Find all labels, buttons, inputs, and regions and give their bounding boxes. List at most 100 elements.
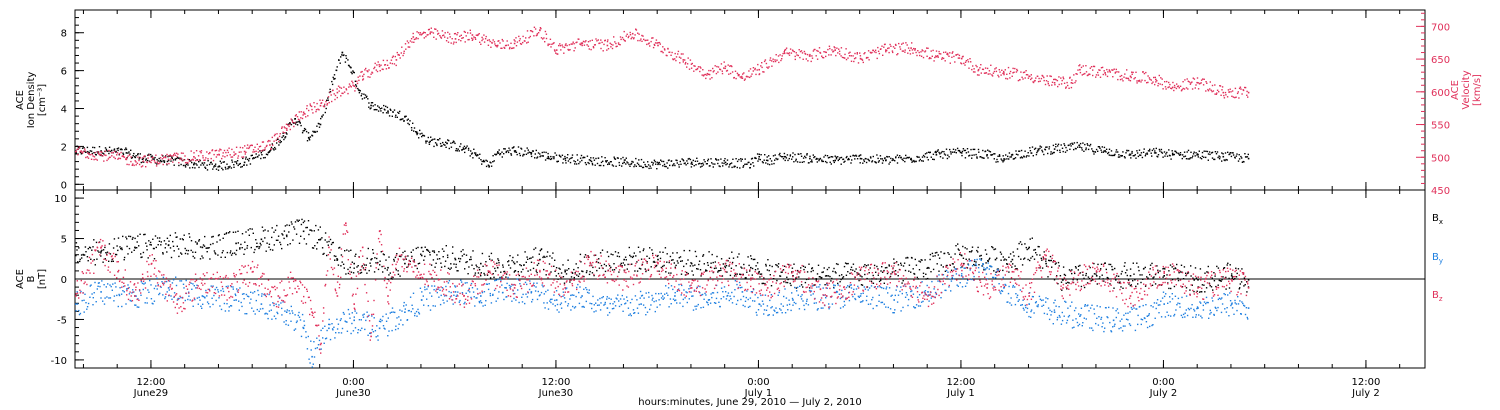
data-point (248, 147, 250, 150)
data-point (1121, 155, 1123, 157)
data-point (339, 319, 342, 322)
data-point (1047, 83, 1049, 85)
data-point (786, 154, 789, 156)
data-point (1130, 157, 1132, 159)
data-point (880, 48, 882, 50)
data-point (828, 266, 830, 269)
data-point (1115, 151, 1117, 153)
data-point (1008, 158, 1010, 160)
data-point (137, 156, 139, 158)
data-point (1232, 152, 1234, 154)
data-point (758, 270, 760, 273)
data-point (260, 157, 262, 160)
data-point (614, 158, 617, 160)
data-point (673, 163, 675, 165)
data-point (98, 152, 100, 155)
data-point (640, 38, 642, 40)
data-point (938, 50, 940, 53)
data-point (917, 50, 919, 52)
data-point (188, 291, 190, 293)
data-point (1077, 69, 1079, 71)
data-point (1060, 281, 1063, 283)
data-point (991, 153, 993, 156)
data-point (343, 313, 345, 315)
data-point (235, 249, 238, 252)
data-point (750, 266, 752, 269)
data-point (629, 34, 632, 36)
data-point (903, 262, 906, 264)
data-point (1194, 267, 1197, 269)
data-point (725, 164, 727, 166)
data-point (206, 247, 208, 249)
data-point (262, 141, 265, 143)
data-point (995, 161, 997, 163)
data-point (465, 254, 468, 256)
data-point (500, 47, 502, 49)
data-point (1082, 274, 1084, 276)
data-point (894, 270, 897, 272)
data-point (695, 68, 697, 71)
data-point (737, 74, 740, 77)
data-point (226, 154, 228, 157)
data-point (250, 144, 253, 146)
data-point (653, 260, 655, 263)
data-point (1229, 153, 1231, 155)
data-point (207, 160, 209, 162)
data-point (109, 150, 111, 153)
data-point (528, 37, 530, 39)
data-point (940, 251, 942, 253)
data-point (960, 62, 962, 64)
data-point (163, 240, 166, 242)
data-point (130, 149, 132, 151)
data-point (314, 131, 317, 133)
data-point (87, 157, 90, 159)
data-point (1244, 284, 1246, 286)
data-point (117, 147, 120, 149)
y-tick-label-right: 650 (1431, 55, 1450, 66)
data-point (96, 159, 98, 161)
data-point (1104, 74, 1107, 76)
data-point (1000, 253, 1003, 255)
data-point (102, 300, 104, 302)
data-point (125, 157, 128, 159)
data-point (1019, 157, 1022, 159)
data-point (1031, 77, 1033, 79)
data-point (612, 254, 614, 256)
data-point (169, 154, 171, 156)
data-point (301, 313, 304, 316)
data-point (1070, 82, 1073, 84)
data-point (250, 298, 252, 300)
data-point (108, 149, 110, 152)
data-point (366, 257, 368, 260)
data-point (1050, 75, 1052, 78)
data-point (305, 226, 307, 229)
data-point (437, 139, 440, 141)
data-point (347, 308, 350, 311)
data-point (872, 155, 874, 158)
data-point (984, 150, 987, 152)
data-point (191, 166, 194, 169)
data-point (86, 306, 89, 308)
data-point (1047, 81, 1049, 83)
data-point (194, 298, 196, 301)
data-point (294, 115, 297, 117)
data-point (940, 264, 942, 266)
data-point (1107, 277, 1109, 279)
data-point (1197, 88, 1200, 90)
data-point (393, 109, 396, 111)
data-point (1229, 152, 1231, 154)
data-point (334, 77, 336, 80)
data-point (322, 337, 324, 339)
data-point (786, 52, 788, 54)
data-point (732, 158, 734, 160)
data-point (714, 65, 716, 67)
data-point (211, 236, 213, 238)
data-point (295, 233, 298, 235)
data-point (841, 56, 844, 59)
data-point (1085, 274, 1087, 277)
data-point (530, 257, 532, 259)
data-point (264, 149, 266, 151)
data-point (232, 288, 234, 290)
data-point (221, 252, 223, 254)
data-point (850, 55, 852, 57)
